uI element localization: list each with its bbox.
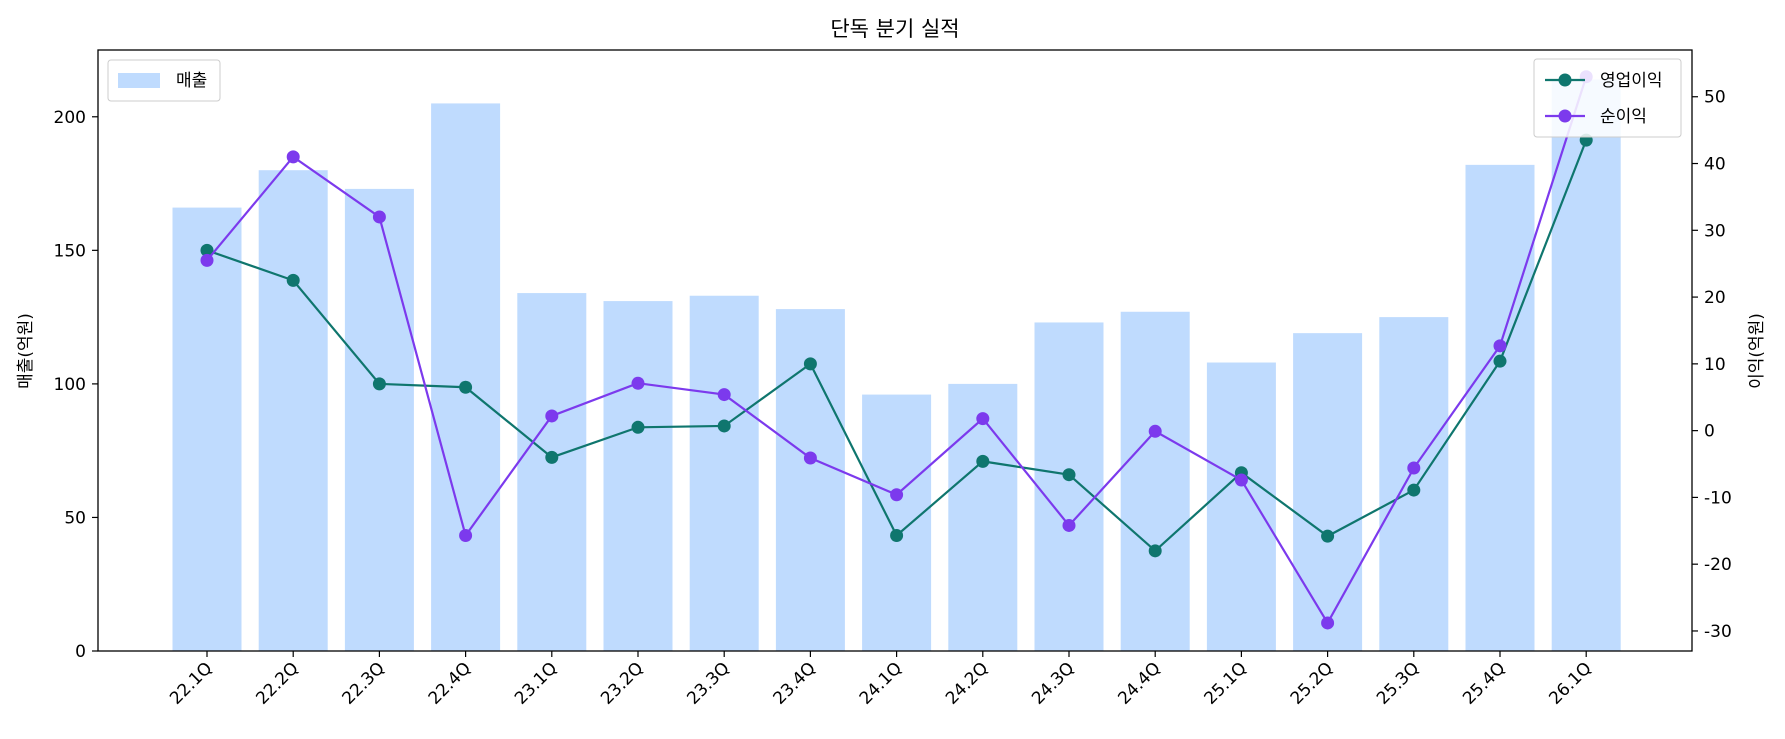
point-net-profit-23.3Q xyxy=(717,388,731,402)
point-net-profit-22.4Q xyxy=(459,528,473,542)
x-tick-label: 26.1Q xyxy=(1545,658,1595,708)
point-operating-profit-22.1Q xyxy=(200,243,214,257)
bar-24.2Q xyxy=(948,383,1018,651)
bar-26.1Q xyxy=(1551,79,1621,652)
point-net-profit-25.3Q xyxy=(1407,461,1421,475)
point-operating-profit-25.4Q xyxy=(1493,354,1507,368)
legend-sales: 매출 xyxy=(107,59,221,102)
y-right-tick-label: 20 xyxy=(1704,288,1726,308)
y-right-tick-label: -20 xyxy=(1704,555,1732,575)
point-net-profit-23.2Q xyxy=(631,376,645,390)
y-right-tick-label: 0 xyxy=(1704,422,1715,442)
legend-profit: 영업이익 순이익 xyxy=(1533,58,1682,138)
y-right-tick-label: -30 xyxy=(1704,622,1732,642)
x-tick-label: 24.3Q xyxy=(1028,658,1078,708)
point-net-profit-22.2Q xyxy=(286,150,300,164)
legend-marker-operating-profit xyxy=(1558,73,1572,87)
point-net-profit-23.1Q xyxy=(545,409,559,423)
point-operating-profit-24.1Q xyxy=(890,528,904,542)
x-tick-label: 25.3Q xyxy=(1373,658,1423,708)
point-net-profit-22.3Q xyxy=(372,210,386,224)
x-tick-label: 25.4Q xyxy=(1459,658,1509,708)
point-operating-profit-23.1Q xyxy=(545,450,559,464)
x-tick-label: 25.2Q xyxy=(1287,658,1337,708)
legend-swatch-sales xyxy=(118,73,160,88)
y-left-tick-label: 0 xyxy=(75,642,86,662)
x-tick-label: 22.2Q xyxy=(252,658,302,708)
legend-marker-net-profit xyxy=(1558,109,1572,123)
bar-25.2Q xyxy=(1293,333,1363,651)
y-right-tick-label: -10 xyxy=(1704,488,1732,508)
plot-frame xyxy=(97,49,1693,652)
y-axis-right-label: 이익(억원) xyxy=(1747,313,1767,389)
bar-23.1Q xyxy=(517,293,587,651)
legend-label-operating-profit: 영업이익 xyxy=(1600,71,1663,91)
x-tick-label: 22.1Q xyxy=(166,658,216,708)
bar-22.4Q xyxy=(431,103,501,651)
bar-25.1Q xyxy=(1206,362,1276,651)
bar-24.4Q xyxy=(1120,311,1190,651)
point-net-profit-24.3Q xyxy=(1062,518,1076,532)
bar-25.4Q xyxy=(1465,164,1535,651)
point-operating-profit-24.2Q xyxy=(976,454,990,468)
point-net-profit-25.4Q xyxy=(1493,339,1507,353)
y-left-tick-label: 200 xyxy=(54,108,86,128)
x-tick-label: 25.1Q xyxy=(1201,658,1251,708)
point-operating-profit-24.4Q xyxy=(1148,544,1162,558)
point-net-profit-22.1Q xyxy=(200,253,214,267)
point-operating-profit-24.3Q xyxy=(1062,468,1076,482)
bar-23.3Q xyxy=(689,295,759,651)
bar-22.3Q xyxy=(344,188,414,652)
x-tick-label: 22.3Q xyxy=(339,658,389,708)
point-operating-profit-22.2Q xyxy=(286,273,300,287)
y-left-tick-label: 100 xyxy=(54,375,86,395)
x-tick-label: 23.1Q xyxy=(511,658,561,708)
legend-frame-left xyxy=(107,59,221,102)
point-net-profit-25.2Q xyxy=(1321,616,1335,630)
point-operating-profit-23.3Q xyxy=(717,419,731,433)
point-operating-profit-22.3Q xyxy=(372,377,386,391)
x-tick-label: 23.3Q xyxy=(683,658,733,708)
legend-label-sales: 매출 xyxy=(176,71,207,91)
x-tick-label: 23.4Q xyxy=(770,658,820,708)
x-tick-label: 24.1Q xyxy=(856,658,906,708)
y-left-tick-label: 150 xyxy=(54,241,86,261)
x-tick-label: 23.2Q xyxy=(597,658,647,708)
point-operating-profit-23.2Q xyxy=(631,420,645,434)
point-operating-profit-25.2Q xyxy=(1321,529,1335,543)
point-net-profit-24.1Q xyxy=(890,488,904,502)
point-operating-profit-25.3Q xyxy=(1407,483,1421,497)
y-right-tick-label: 50 xyxy=(1704,88,1726,108)
bar-23.2Q xyxy=(603,301,673,651)
x-tick-label: 24.2Q xyxy=(942,658,992,708)
point-operating-profit-23.4Q xyxy=(803,357,817,371)
y-right-tick-label: 40 xyxy=(1704,155,1726,175)
legend-label-net-profit: 순이익 xyxy=(1600,107,1647,127)
y-right-tick-label: 10 xyxy=(1704,355,1726,375)
point-net-profit-24.2Q xyxy=(976,412,990,426)
point-net-profit-24.4Q xyxy=(1148,424,1162,438)
bar-24.1Q xyxy=(862,394,932,651)
x-tick-label: 24.4Q xyxy=(1114,658,1164,708)
bar-24.3Q xyxy=(1034,322,1104,651)
bar-22.1Q xyxy=(172,207,242,651)
point-net-profit-25.1Q xyxy=(1234,473,1248,487)
point-net-profit-23.4Q xyxy=(803,451,817,465)
y-right-tick-label: 30 xyxy=(1704,221,1726,241)
y-left-tick-label: 50 xyxy=(64,508,86,528)
x-tick-label: 22.4Q xyxy=(425,658,475,708)
bar-22.2Q xyxy=(258,170,328,651)
point-operating-profit-22.4Q xyxy=(459,380,473,394)
y-axis-left-label: 매출(억원) xyxy=(16,313,36,389)
chart-title: 단독 분기 실적 xyxy=(830,17,959,41)
